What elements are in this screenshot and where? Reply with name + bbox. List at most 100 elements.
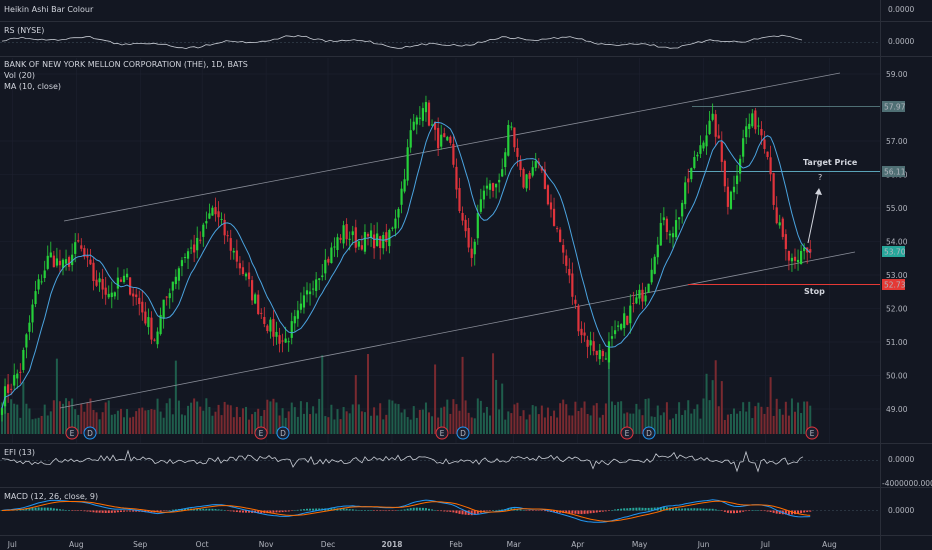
macd-histogram-bar — [595, 510, 598, 513]
macd-histogram-bar — [775, 510, 778, 514]
volume-bar — [180, 414, 183, 434]
macd-histogram-bar — [736, 510, 739, 513]
time-axis[interactable]: Jul Aug Sep Oct Nov Dec 2018 Feb Mar Apr May Jun Jul… — [7, 540, 837, 549]
volume-bar — [254, 411, 257, 434]
macd-histogram-bar — [470, 510, 473, 516]
candle-body — [171, 281, 174, 291]
macd-histogram-bar — [556, 510, 559, 513]
dividend-marker[interactable]: D — [456, 426, 470, 440]
macd-histogram-bar — [665, 507, 668, 511]
dividend-marker[interactable]: D — [276, 426, 290, 440]
volume-bar — [199, 406, 202, 434]
volume-bar — [534, 406, 537, 434]
event-marker-letter: E — [259, 429, 264, 438]
heikin-axis-label: 0.0000 — [888, 5, 914, 14]
earnings-marker[interactable]: E — [65, 426, 79, 440]
macd-histogram-bar — [449, 510, 452, 512]
lower-channel-line[interactable] — [59, 251, 856, 409]
earnings-marker[interactable]: E — [254, 426, 268, 440]
macd-histogram-bar — [391, 510, 394, 511]
candle-body — [601, 350, 604, 357]
volume-bar — [138, 408, 141, 434]
macd-histogram-bar — [708, 508, 711, 511]
macd-histogram-bar — [339, 508, 342, 511]
volume-bar — [656, 405, 659, 434]
target-annotation: ? Target Price Stop — [803, 158, 858, 296]
stop-label: Stop — [804, 287, 825, 296]
volume-bar — [705, 373, 708, 434]
time-tick-label: Dec — [321, 540, 336, 549]
price-tick-label: 57.00 — [886, 137, 908, 146]
volume-bar — [107, 400, 110, 434]
volume-bar — [162, 417, 165, 434]
upper-channel-line[interactable] — [63, 72, 841, 222]
candle-body — [122, 275, 126, 283]
volume-bar — [165, 403, 168, 434]
volume-bar — [7, 412, 10, 434]
volume-bar — [525, 419, 528, 434]
volume-bar — [43, 404, 46, 434]
volume-bar — [266, 399, 269, 434]
macd-histogram-bar — [89, 510, 92, 512]
volume-bar — [126, 409, 129, 434]
volume-bar — [187, 405, 190, 434]
earnings-marker[interactable]: E — [805, 426, 819, 440]
volume-bar — [580, 407, 583, 434]
time-tick-label: Aug — [69, 540, 84, 549]
macd-histogram-bar — [583, 510, 586, 514]
candle-body — [629, 305, 632, 324]
volume-bar — [342, 407, 345, 434]
macd-histogram-bar — [354, 509, 357, 511]
candle-body — [415, 117, 418, 125]
macd-histogram-bar — [699, 508, 702, 511]
volume-bar — [607, 351, 610, 434]
macd-histogram-bar — [382, 510, 385, 511]
candle-body — [257, 294, 260, 315]
macd-histogram-bar — [367, 510, 369, 511]
volume-bar — [62, 403, 64, 434]
volume-bar — [574, 401, 577, 434]
volume-bar — [672, 418, 674, 434]
candle-body — [357, 241, 360, 247]
volume-bar — [617, 401, 620, 434]
macd-histogram-bar — [351, 509, 354, 511]
macd-histogram-bar — [711, 508, 714, 511]
candle-body — [101, 279, 104, 290]
macd-histogram-bar — [272, 510, 275, 513]
candle-body — [28, 322, 31, 332]
macd-histogram-bar — [40, 507, 43, 511]
candle-body — [723, 160, 726, 187]
macd-histogram-bar — [461, 510, 464, 515]
candle-body — [363, 232, 367, 252]
volume-bar — [71, 398, 74, 434]
symbol-title: BANK OF NEW YORK MELLON CORPORATION (THE… — [4, 60, 248, 69]
macd-histogram-bar — [531, 510, 534, 511]
earnings-marker[interactable]: E — [620, 426, 634, 440]
volume-bar — [693, 409, 696, 434]
dividend-marker[interactable]: D — [83, 426, 97, 440]
candle-body — [592, 341, 595, 352]
candle-body — [247, 272, 251, 280]
volume-bar — [19, 417, 22, 434]
macd-histogram-bar — [720, 510, 723, 511]
candle-body — [455, 166, 458, 190]
candle-body — [360, 245, 363, 250]
macd-histogram-bar — [65, 509, 68, 511]
candle-body — [571, 273, 574, 297]
candle-body — [10, 388, 13, 390]
candle-body — [385, 232, 388, 243]
candle-body — [708, 120, 711, 135]
volume-bar — [556, 417, 559, 434]
macd-histogram-bar — [403, 509, 406, 511]
volume-bar — [565, 404, 568, 434]
candle-body — [366, 233, 370, 237]
volume-bar — [150, 409, 153, 434]
dividend-marker[interactable]: D — [642, 426, 656, 440]
macd-histogram-bar — [132, 510, 135, 512]
target-arrow-line[interactable] — [807, 189, 820, 244]
event-marker-letter: E — [625, 429, 630, 438]
volume-bar — [626, 412, 629, 434]
earnings-marker[interactable]: E — [435, 426, 449, 440]
candle-body — [129, 277, 132, 295]
candle-body — [800, 250, 803, 265]
